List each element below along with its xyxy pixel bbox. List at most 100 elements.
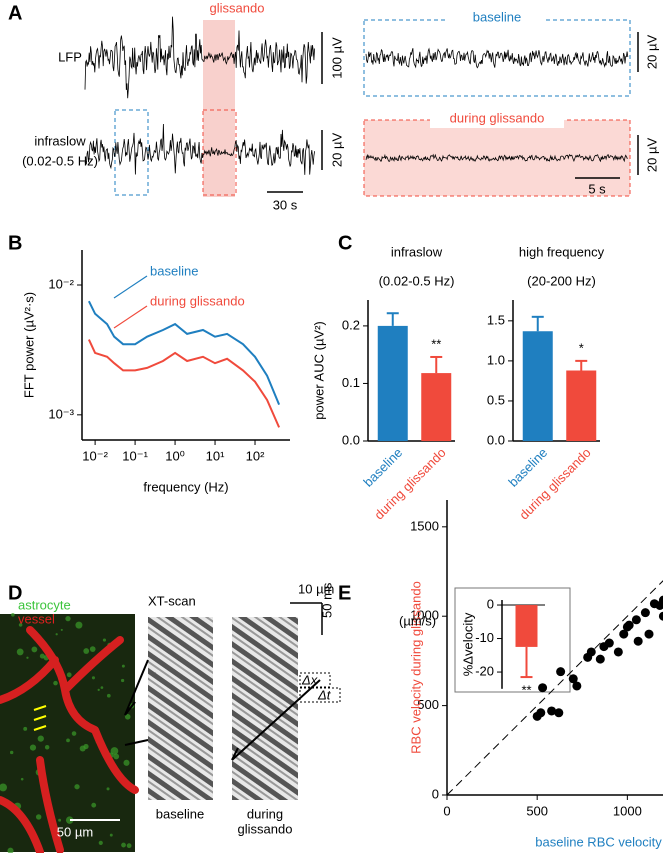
speckle <box>7 847 14 853</box>
speckle <box>35 814 42 820</box>
delta-label: Δt <box>317 687 332 702</box>
speckle <box>44 745 50 750</box>
y-tick-label: -10 <box>475 630 494 645</box>
scale-label: 5 s <box>588 181 606 196</box>
stain-label: astrocyte <box>18 597 71 612</box>
y-tick-label: 0 <box>487 596 494 611</box>
y-tick-label: 0 <box>432 786 439 801</box>
point <box>644 629 654 639</box>
speckle <box>9 750 14 755</box>
speckle <box>113 753 120 760</box>
speckle <box>65 615 71 622</box>
speckle <box>106 787 110 791</box>
significance: ** <box>431 336 441 351</box>
scale-label: 20 µV <box>329 133 344 168</box>
speckle <box>121 842 126 848</box>
label-bg <box>430 110 564 128</box>
speckle <box>65 816 74 824</box>
speckle <box>55 633 58 636</box>
speckle <box>98 840 103 845</box>
series-line <box>88 300 281 405</box>
trace-label: (0.02-0.5 Hz) <box>22 153 98 168</box>
trace <box>365 153 628 163</box>
speckle <box>91 802 97 808</box>
chart-subtitle: (20-200 Hz) <box>527 273 596 288</box>
x-axis-label: frequency (Hz) <box>143 479 228 494</box>
chart-title: high frequency <box>519 244 605 259</box>
label-bg <box>448 10 546 28</box>
y-tick-label: 1.0 <box>487 352 505 367</box>
significance: ** <box>521 683 531 698</box>
speckle <box>39 653 45 659</box>
y-tick-label: 0.0 <box>487 432 505 447</box>
speckle <box>23 726 28 731</box>
y-tick-label: 0.5 <box>487 392 505 407</box>
point <box>633 636 643 646</box>
xt-title: XT-scan <box>148 593 196 608</box>
x-tick-label: 10¹ <box>206 448 225 463</box>
vessel <box>0 626 139 853</box>
speckle <box>66 672 72 678</box>
scan-label: glissando <box>238 821 293 836</box>
point <box>536 708 546 718</box>
point <box>658 595 663 605</box>
bar <box>421 373 452 441</box>
speckle <box>79 745 86 752</box>
pointer <box>124 659 149 716</box>
y-tick-label: 10⁻³ <box>48 406 74 421</box>
scale-label: 50 ms <box>319 582 334 618</box>
chart-subtitle: (0.02-0.5 Hz) <box>379 273 455 288</box>
leader-line <box>113 305 148 329</box>
bar <box>377 325 408 441</box>
charts: 10⁻² 10⁻³ 10⁻² 10⁻¹ 10⁰ 10¹ 10² frequency (Hz) F… <box>21 244 663 849</box>
pointer <box>231 679 321 761</box>
panel-letter: A <box>8 2 22 24</box>
speckle <box>102 638 107 642</box>
speckle <box>29 744 37 751</box>
speckle <box>16 648 24 656</box>
chart-title: infraslow <box>391 244 443 259</box>
speckle <box>110 747 119 755</box>
speckle <box>123 759 130 766</box>
y-tick-label: -20 <box>475 663 494 678</box>
trace-label: LFP <box>58 49 82 64</box>
panel-letter: E <box>338 582 351 604</box>
speckle <box>91 676 96 680</box>
zoom-box <box>114 109 149 196</box>
speckle <box>71 731 77 736</box>
y-tick-label: 0.0 <box>342 432 360 447</box>
scale-label: 30 s <box>273 197 298 212</box>
scale-label: 20 µV <box>644 35 659 70</box>
speckle <box>121 664 125 668</box>
scale-label: 100 µV <box>329 37 344 79</box>
y-axis-label: RBC velocity during glissando <box>408 581 423 754</box>
point <box>595 654 605 664</box>
speckle <box>53 680 58 686</box>
speckle <box>66 738 70 743</box>
x-tick-label: 0 <box>443 803 450 818</box>
y-tick-label: 0.2 <box>342 317 360 332</box>
point <box>613 647 623 657</box>
stain-label: vessel <box>18 611 55 626</box>
y-axis-label: %Δvelocity <box>460 612 475 676</box>
speckle <box>126 843 132 849</box>
point <box>568 674 578 684</box>
speckle <box>31 646 38 653</box>
delta-label: Δx <box>301 672 318 687</box>
speckle <box>89 646 96 652</box>
x-tick-label: 10⁻² <box>82 448 108 463</box>
scan-label: baseline <box>156 806 204 821</box>
point <box>586 647 596 657</box>
trace-label: infraslow <box>34 133 86 148</box>
speckle <box>58 818 62 822</box>
speckle <box>20 777 24 781</box>
y-tick-label: 500 <box>417 697 439 712</box>
glissando-band <box>203 20 235 197</box>
trace <box>84 123 315 175</box>
panel-letter: B <box>8 232 22 254</box>
x-tick-label: 10⁰ <box>165 448 185 463</box>
zoom-box <box>202 109 237 196</box>
speckle <box>109 833 113 837</box>
y-tick-label: 0.1 <box>342 375 360 390</box>
